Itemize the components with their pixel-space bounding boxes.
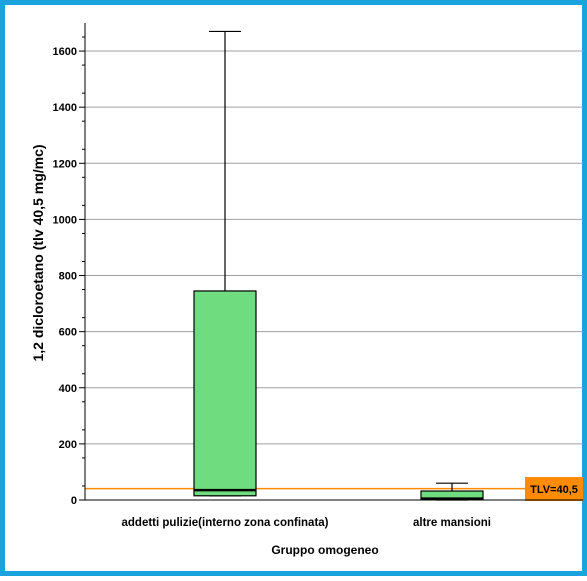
y-axis-title: 1,2 dicloroetano (tlv 40,5 mg/mc)	[30, 144, 46, 361]
boxplot-chart: 0 200 400 600 800 1000 1200 1400 1600 TLV=40,5 a…	[30, 23, 583, 557]
x-axis-title: Gruppo omogeneo	[271, 543, 378, 557]
y-axis-ticks: 0 200 400 600 800 1000 1200 1400 1600	[53, 36, 85, 507]
y-tick-label: 1000	[53, 214, 77, 226]
x-category-label: altre mansioni	[413, 517, 491, 529]
y-tick-label: 800	[59, 271, 77, 283]
y-tick-label: 1600	[53, 46, 77, 58]
gridlines	[85, 50, 583, 445]
y-tick-label: 400	[59, 383, 77, 395]
category-labels: addetti pulizie(interno zona confinata) a…	[122, 517, 491, 529]
x-category-label: addetti pulizie(interno zona confinata)	[122, 517, 329, 529]
box-1	[420, 482, 484, 501]
boxes	[193, 30, 484, 501]
y-tick-label: 1400	[53, 102, 77, 114]
y-tick-label: 1200	[53, 158, 77, 170]
reference-line-group: TLV=40,5	[85, 477, 583, 501]
iqr-box	[193, 290, 257, 497]
box-0	[193, 30, 257, 497]
tlv-label: TLV=40,5	[530, 484, 578, 496]
y-tick-label: 600	[59, 327, 77, 339]
y-tick-label: 200	[59, 439, 77, 451]
tlv-label-box	[525, 477, 583, 501]
axes	[84, 23, 583, 501]
y-tick-label: 0	[71, 495, 77, 507]
